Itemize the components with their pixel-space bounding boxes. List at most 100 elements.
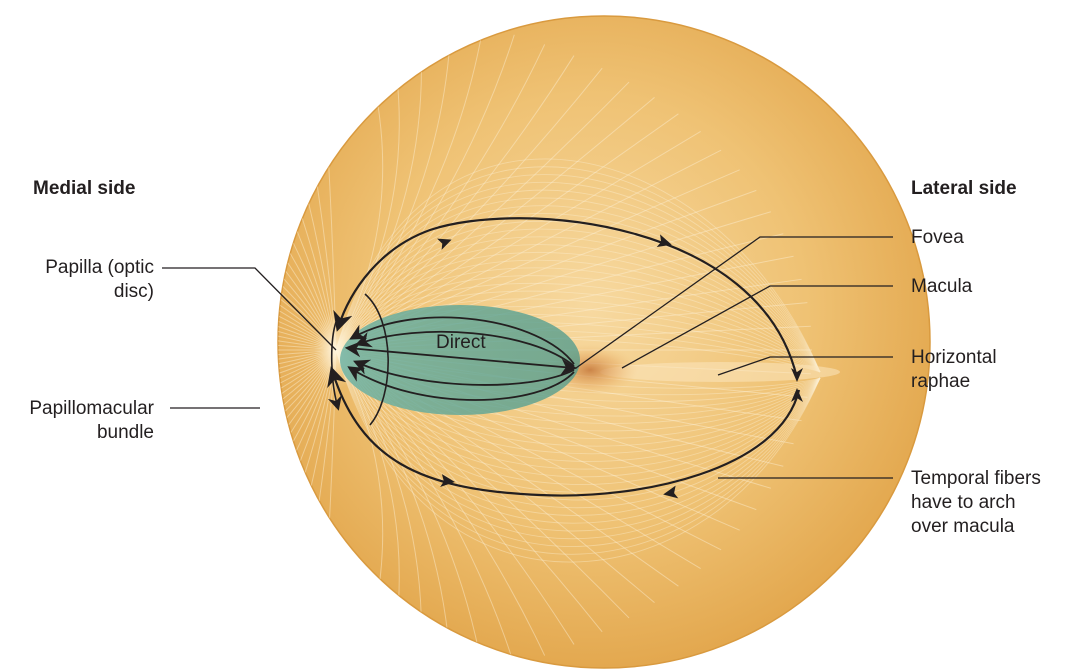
fiber-striation <box>278 349 337 633</box>
fiber-striation <box>278 349 337 375</box>
arrow-raphe-bottom <box>791 388 803 402</box>
fiber-arch-upper <box>335 244 821 373</box>
fiber-arch-lower <box>335 349 821 540</box>
fiber-arch-lower <box>335 349 821 493</box>
fiber-striation <box>278 233 337 351</box>
fiber-arch-lower <box>335 349 821 524</box>
arrow-upper-right <box>656 234 672 247</box>
papilla-arrow <box>327 321 342 411</box>
fiber-striation <box>278 349 337 511</box>
upper-arch-fiber <box>333 217 799 379</box>
fundus-disc <box>277 15 931 669</box>
fiber-arch-upper <box>335 267 821 373</box>
fiber-arch-upper <box>335 197 821 373</box>
fiber-arch-lower <box>335 349 821 563</box>
temporal-label-line2: have to arch <box>911 492 1016 513</box>
fiber-arch-lower <box>335 349 821 516</box>
fiber-arch-upper <box>335 166 821 373</box>
fiber-striation <box>278 81 337 351</box>
fiber-striation <box>278 349 337 445</box>
leader-papilla <box>162 267 337 351</box>
fiber-striation <box>335 96 655 351</box>
fiber-arch-lower <box>335 349 821 547</box>
fiber-arch-upper <box>335 252 821 373</box>
fiber-striation <box>278 55 337 351</box>
fiber-striation <box>335 67 603 351</box>
papilla-label: Papilla (optic disc) <box>20 256 154 304</box>
papillomacular-bundle-area <box>340 305 580 415</box>
lower-arch-fiber <box>327 366 801 497</box>
papilla-label-line1: Papilla (optic <box>45 257 154 278</box>
fiber-striation <box>278 34 337 351</box>
arrow-lower-left <box>440 474 455 487</box>
papilla-label-line2: disc) <box>113 281 154 302</box>
fiber-arch-upper <box>335 275 821 373</box>
fiber-arch-upper <box>335 290 821 373</box>
horizontal-label-line1: Horizontal <box>911 347 997 368</box>
fiber-arch-upper <box>335 213 821 373</box>
temporal-label-line1: Temporal fibers <box>911 468 1041 489</box>
horizontal-label-line2: raphae <box>911 371 971 392</box>
fiber-arch-lower <box>335 349 821 532</box>
fiber-striation <box>278 349 337 422</box>
fiber-striation <box>278 349 337 467</box>
lateral-side-label: Lateral side <box>911 178 1017 199</box>
fiber-striation <box>278 113 337 351</box>
arch-direction-arrows <box>437 234 803 499</box>
fiber-striation <box>278 211 337 351</box>
fiber-striation <box>278 349 337 619</box>
arrow-upper-left <box>437 238 452 250</box>
fiber-striation <box>335 44 546 351</box>
fiber-striation <box>278 325 337 351</box>
fiber-arch-lower <box>335 349 821 478</box>
arrow-raphe-top <box>791 368 803 382</box>
temporal-fiber-arches <box>327 217 801 497</box>
fiber-arch-lower <box>335 349 821 501</box>
leader-lines <box>162 236 893 479</box>
temporal-label-line3: over macula <box>911 516 1015 537</box>
fiber-striation <box>278 349 337 587</box>
fiber-striation <box>278 349 337 551</box>
fiber-arch-upper <box>335 158 821 373</box>
fiber-striation <box>278 278 337 351</box>
fiber-arch-upper <box>335 189 821 373</box>
fiber-striation <box>278 169 337 351</box>
fiber-arch-upper <box>335 205 821 373</box>
fiber-arch-upper <box>335 259 821 373</box>
leader-horizontal-raphe <box>717 356 893 376</box>
medial-side-label: Medial side <box>33 178 136 199</box>
fiber-striation <box>335 34 515 351</box>
fiber-arch-upper <box>335 283 821 373</box>
fiber-striation <box>278 44 337 351</box>
fovea-label: Fovea <box>911 227 964 248</box>
macula-label: Macula <box>911 276 973 297</box>
fiber-striation <box>278 349 337 666</box>
direct-fiber-center <box>344 341 578 375</box>
fiber-striation <box>335 26 484 351</box>
fiber-arch-upper <box>335 220 821 373</box>
fiber-arch-lower <box>335 349 821 485</box>
fiber-arch-upper <box>335 228 821 373</box>
fiber-striation <box>278 349 337 656</box>
direct-label: Direct <box>436 332 486 353</box>
fiber-striation <box>278 349 337 531</box>
fiber-striation <box>278 255 337 351</box>
fiber-arch-lower <box>335 349 821 470</box>
direct-fiber-bottom2 <box>353 359 575 386</box>
papillomacular-label-line1: Papillomacular <box>29 398 154 419</box>
direct-fiber-bottom <box>347 366 575 401</box>
direct-papillomacular-fibers <box>344 316 578 401</box>
arrow-lower-right <box>663 485 679 499</box>
fiber-striation <box>278 349 337 398</box>
fiber-striation <box>278 349 337 489</box>
fiber-striation <box>278 349 337 604</box>
leader-fovea <box>575 236 893 369</box>
temporal-fibers-label: Temporal fibers have to arch over macula <box>911 467 1041 539</box>
leader-macula <box>621 285 893 369</box>
horizontal-raphae-label: Horizontal raphae <box>911 346 997 394</box>
fiber-arch-upper <box>335 174 821 373</box>
horizontal-raphe-highlight <box>600 362 840 382</box>
fiber-striation <box>278 149 337 351</box>
fiber-striation <box>278 349 337 645</box>
